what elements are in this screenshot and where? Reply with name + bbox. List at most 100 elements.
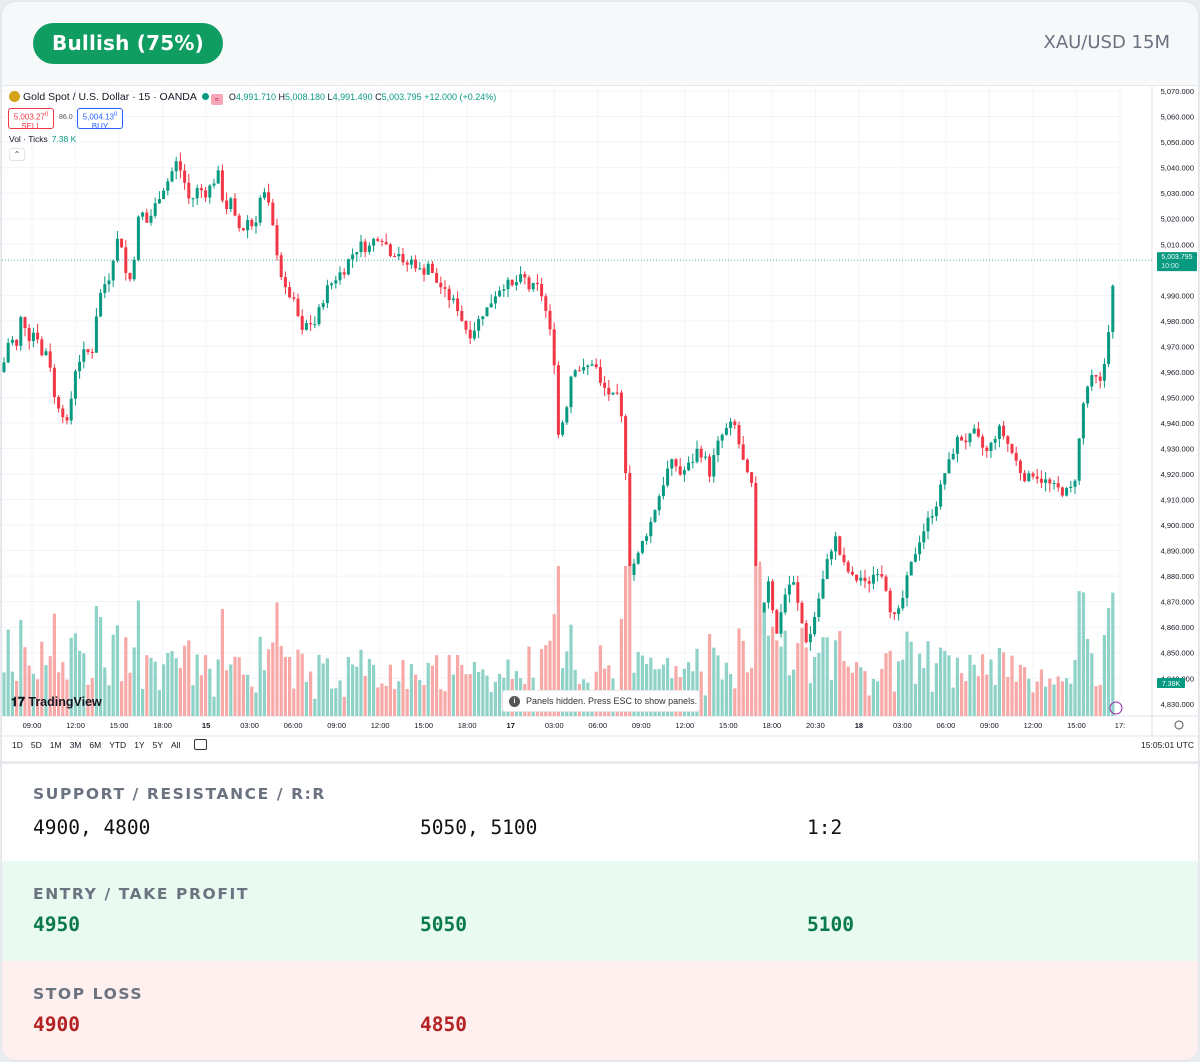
volume-bar (724, 662, 728, 716)
candle-body (607, 387, 611, 395)
volume-bar (985, 674, 989, 716)
settings-icon (1174, 720, 1184, 730)
candle-body (787, 584, 791, 595)
candle-body (31, 332, 35, 342)
volume-bar (19, 619, 23, 716)
x-tick-label: 03:00 (545, 721, 564, 730)
timeframe-1d[interactable]: 1D (12, 740, 23, 750)
volume-bar (968, 654, 972, 716)
candle-body (586, 365, 590, 368)
candle-body (502, 289, 506, 291)
volume-bar (48, 656, 52, 716)
volume-bar (834, 640, 838, 716)
candle-body (300, 316, 304, 330)
timeframe-all[interactable]: All (171, 740, 181, 750)
candle-body (594, 364, 598, 368)
candle-body (330, 283, 334, 286)
timeframe-5d[interactable]: 5D (30, 740, 42, 750)
candle-body (464, 320, 468, 330)
candle-body (153, 203, 157, 216)
panels-hidden-notice: i Panels hidden. Press ESC to show panels… (502, 690, 700, 712)
volume-bar (212, 696, 216, 716)
timeframe-3m[interactable]: 3M (69, 740, 82, 750)
candle-body (157, 199, 161, 204)
volume-bar (964, 681, 968, 716)
volume-legend: Vol · Ticks 7.38 K (9, 134, 77, 144)
candle-body (86, 349, 90, 352)
candle-body (997, 425, 1001, 439)
tradingview-logo[interactable]: 𝟏𝟕 TradingView (11, 695, 102, 709)
candle-body (825, 559, 829, 579)
candle-body (766, 581, 770, 603)
candle-body (615, 392, 619, 394)
candle-body (313, 324, 317, 326)
resistance-levels: 5050, 5100 (420, 816, 538, 839)
candle-body (220, 170, 224, 201)
candle-body (880, 574, 884, 577)
gold-coin-icon (9, 91, 20, 102)
volume-bar (178, 667, 182, 716)
y-tick-label: 5,050.000 (1161, 138, 1194, 147)
candle-body (52, 367, 56, 398)
candle-body (405, 262, 409, 265)
y-tick-label: 5,020.000 (1161, 215, 1194, 224)
utc-clock[interactable]: 15:05:01 UTC (1141, 740, 1194, 750)
candle-body (145, 212, 149, 223)
sentiment-badge[interactable]: Bullish (75%) (33, 23, 223, 64)
buy-button[interactable]: 5,004.130 BUY (77, 108, 123, 131)
timeframe-ytd[interactable]: YTD (109, 740, 127, 750)
timeframe-1m[interactable]: 1M (49, 740, 62, 750)
indicator-icon[interactable]: ≈ (210, 94, 223, 105)
volume-bar (884, 653, 888, 716)
market-open-icon (201, 93, 209, 100)
candle-body (338, 272, 342, 281)
candle-body (741, 444, 745, 460)
volume-bar (443, 691, 447, 716)
timeframe-5y[interactable]: 5Y (152, 740, 163, 750)
volume-bar (636, 651, 640, 716)
volume-bar (624, 566, 628, 716)
candle-body (422, 268, 426, 275)
collapse-legend-button[interactable]: ⌃ (9, 148, 25, 161)
volume-bar (909, 641, 913, 716)
volume-bar (846, 666, 850, 716)
timeframe-6m[interactable]: 6M (89, 740, 102, 750)
sell-button[interactable]: 5,003.270 SELL (8, 108, 54, 131)
candle-body (535, 282, 539, 285)
volume-bar (254, 692, 258, 716)
volume-bar (153, 661, 157, 716)
symbol-title[interactable]: Gold Spot / U.S. Dollar · 15 · OANDA (23, 91, 197, 103)
volume-bar (779, 646, 783, 716)
price-chart[interactable]: 5,070.000 5,060.000 5,050.000 5,040.000 5,03… (2, 86, 1199, 759)
candle-body (930, 516, 934, 518)
candle-body (531, 282, 535, 290)
volume-bar (741, 640, 745, 716)
volume-bar (258, 636, 262, 716)
volume-bar (166, 652, 170, 716)
candle-body (955, 436, 959, 454)
volume-bar (283, 657, 287, 716)
candle-body (682, 470, 686, 475)
candle-body (519, 274, 523, 283)
candle-body (1018, 460, 1022, 473)
candle-body (414, 259, 418, 269)
timeframe-1y[interactable]: 1Y (134, 740, 145, 750)
candle-body (15, 339, 19, 346)
candle-body (48, 351, 52, 368)
volume-bar (145, 655, 149, 716)
entry-price: 4950 (33, 913, 80, 936)
candle-body (1048, 479, 1052, 484)
volume-bar (99, 617, 103, 716)
candle-body (258, 197, 262, 223)
calendar-icon[interactable] (194, 739, 207, 750)
volume-bar (876, 681, 880, 716)
candlestick-chart[interactable]: 5,070.000 5,060.000 5,050.000 5,040.000 5,03… (2, 86, 1199, 759)
candle-body (149, 215, 153, 223)
candle-body (1111, 285, 1115, 333)
candle-body (363, 241, 367, 252)
candle-body (670, 459, 674, 469)
candle-body (162, 190, 166, 200)
volume-bar (111, 634, 115, 716)
candle-body (850, 571, 854, 575)
